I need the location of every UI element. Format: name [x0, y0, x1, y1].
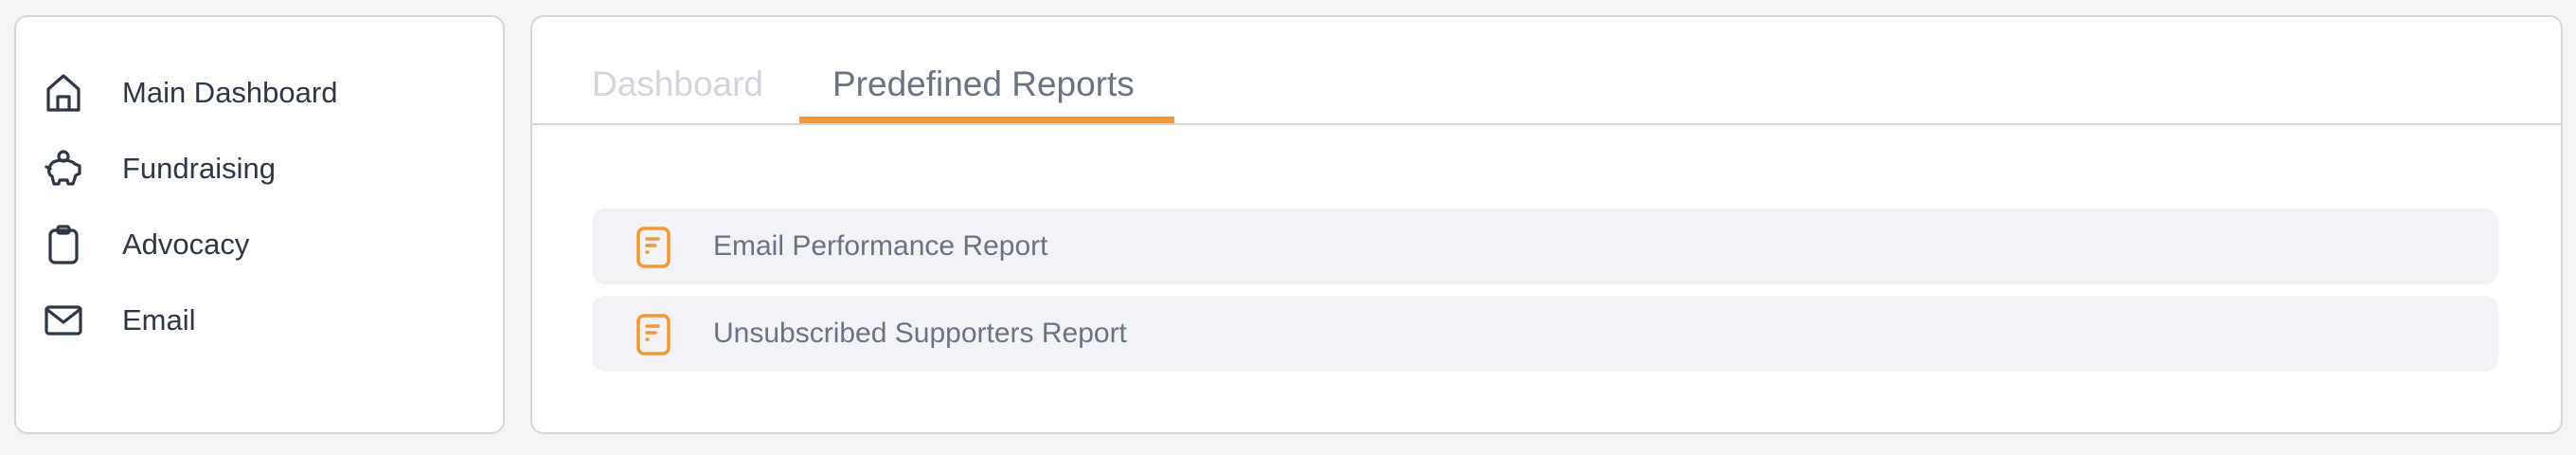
tab-divider: [532, 123, 2561, 125]
sidebar-item-advocacy[interactable]: Advocacy: [43, 216, 249, 273]
main-panel: Dashboard Predefined Reports Email Perfo…: [530, 15, 2563, 434]
envelope-icon: [45, 305, 82, 336]
report-document-icon: [636, 227, 671, 268]
clipboard-icon: [48, 225, 79, 264]
sidebar-item-label: Email: [122, 303, 196, 337]
active-tab-indicator: [799, 117, 1174, 123]
report-document-icon: [636, 314, 671, 355]
piggy-bank-icon: [45, 150, 81, 186]
sidebar-item-label: Main Dashboard: [122, 76, 338, 109]
sidebar-item-label: Advocacy: [122, 228, 250, 261]
report-label: Email Performance Report: [713, 230, 1048, 262]
sidebar-item-label: Fundraising: [122, 152, 276, 185]
home-icon: [46, 74, 80, 112]
report-item-unsubscribed-supporters[interactable]: Unsubscribed Supporters Report: [592, 296, 2498, 372]
report-item-email-performance[interactable]: Email Performance Report: [592, 209, 2498, 284]
tab-dashboard[interactable]: Dashboard: [592, 64, 764, 103]
report-label: Unsubscribed Supporters Report: [713, 318, 1127, 349]
sidebar: Main Dashboard Fundraising Advocacy Emai…: [14, 15, 505, 434]
sidebar-item-email[interactable]: Email: [43, 292, 196, 349]
tab-predefined-reports[interactable]: Predefined Reports: [832, 64, 1135, 103]
sidebar-item-fundraising[interactable]: Fundraising: [43, 140, 276, 197]
sidebar-item-main-dashboard[interactable]: Main Dashboard: [43, 64, 337, 121]
